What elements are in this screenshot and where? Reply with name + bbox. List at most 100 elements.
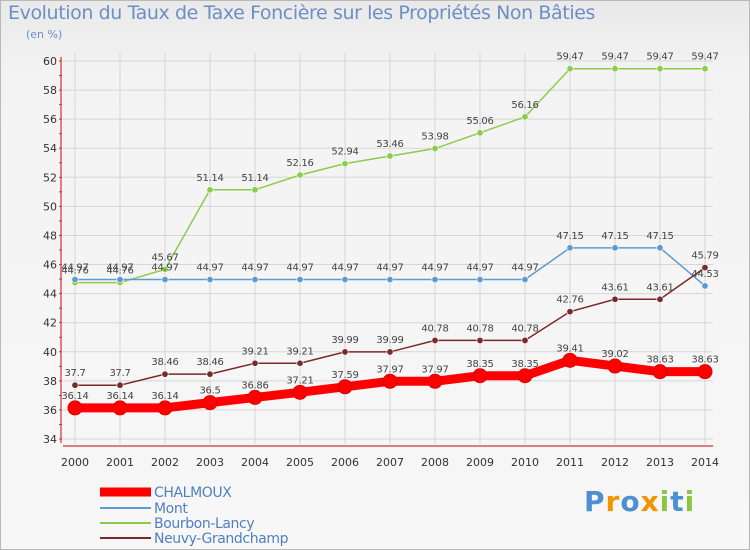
data-label: 44.97 [151,263,178,274]
data-point [701,65,709,73]
logo-letter: t [670,485,685,518]
data-label: 38.35 [511,359,538,370]
y-tick-label: 38 [43,375,57,388]
data-point [116,276,124,284]
data-point [341,348,349,356]
data-point [566,308,574,316]
data-point [562,352,578,368]
data-label: 44.97 [421,263,448,274]
data-point [652,364,668,380]
x-tick-label: 2013 [646,456,674,469]
data-label: 52.16 [286,158,313,169]
y-tick-label: 46 [43,259,57,272]
data-point [427,373,443,389]
data-point [116,381,124,389]
data-label: 47.15 [601,231,628,242]
series-lines [67,65,713,416]
x-tick-label: 2010 [511,456,539,469]
y-tick-label: 52 [43,171,57,184]
data-point [112,400,128,416]
data-point [71,276,79,284]
data-label: 36.14 [61,391,88,402]
x-tick-label: 2002 [151,456,179,469]
data-label: 37.21 [286,375,313,386]
proxiti-logo: Proxiti [584,485,695,518]
data-point [697,364,713,380]
logo-letter: P [584,485,606,518]
data-label: 53.98 [421,132,448,143]
y-tick-label: 40 [43,346,57,359]
data-labels: 36.14 36.14 36.14 36.5 36.86 37.21 37.59 37.97 3… [61,52,718,402]
x-tick-label: 2012 [601,456,629,469]
data-label: 38.35 [466,359,493,370]
data-point [611,65,619,73]
data-point [292,384,308,400]
data-label: 44.97 [106,263,133,274]
y-tick-label: 36 [43,404,57,417]
data-point [382,373,398,389]
data-label: 45.67 [151,252,178,263]
data-label: 40.78 [511,323,538,334]
data-point [157,400,173,416]
logo-letter: i [659,485,671,518]
legend-label: Bourbon-Lancy [154,516,254,532]
data-label: 55.06 [466,116,493,127]
data-label: 44.97 [241,263,268,274]
x-tick-label: 2006 [331,456,359,469]
y-tick-label: 34 [43,433,57,446]
data-label: 39.02 [601,349,628,360]
data-point [521,276,529,284]
x-tick-label: 2003 [196,456,224,469]
logo-letter: x [640,485,660,518]
data-point [202,395,218,411]
data-label: 44.97 [61,263,88,274]
data-point [476,276,484,284]
data-point [476,336,484,344]
data-label: 53.46 [376,139,403,150]
data-point [161,265,169,273]
data-point [517,368,533,384]
legend-label: Neuvy-Grandchamp [154,531,289,547]
x-tick-label: 2000 [61,456,89,469]
axes: 34 36 38 40 42 44 46 48 50 52 54 56 58 60 2000 2001 2002… [43,55,719,469]
data-point [656,244,664,252]
data-label: 38.63 [691,355,718,366]
data-label: 47.15 [556,231,583,242]
data-point [566,244,574,252]
data-label: 37.97 [376,364,403,375]
data-point [611,295,619,303]
data-label: 44.97 [286,263,313,274]
data-point [656,295,664,303]
y-tick-label: 60 [43,55,57,68]
data-label: 37.59 [331,370,358,381]
data-label: 39.99 [331,335,358,346]
data-label: 37.97 [421,364,448,375]
y-tick-label: 54 [43,142,57,155]
legend-label: Mont [154,501,188,517]
data-label: 39.99 [376,335,403,346]
x-tick-label: 2004 [241,456,269,469]
data-point [71,381,79,389]
x-tick-label: 2011 [556,456,584,469]
chart-title: Evolution du Taux de Taxe Foncière sur l… [8,2,596,24]
data-point [247,389,263,405]
data-label: 52.94 [331,147,358,158]
data-label: 51.14 [196,173,223,184]
data-point [386,348,394,356]
logo-letter: o [620,485,641,518]
data-point [341,160,349,168]
data-point [251,276,259,284]
x-tick-label: 2007 [376,456,404,469]
data-label: 45.79 [691,251,718,262]
data-point [206,370,214,378]
data-label: 39.41 [556,343,583,354]
data-point [341,276,349,284]
data-point [431,276,439,284]
y-tick-label: 56 [43,113,57,126]
data-label: 39.21 [241,346,268,357]
data-point [521,113,529,121]
data-point [472,368,488,384]
data-label: 43.61 [646,282,673,293]
logo-letter: i [684,485,696,518]
